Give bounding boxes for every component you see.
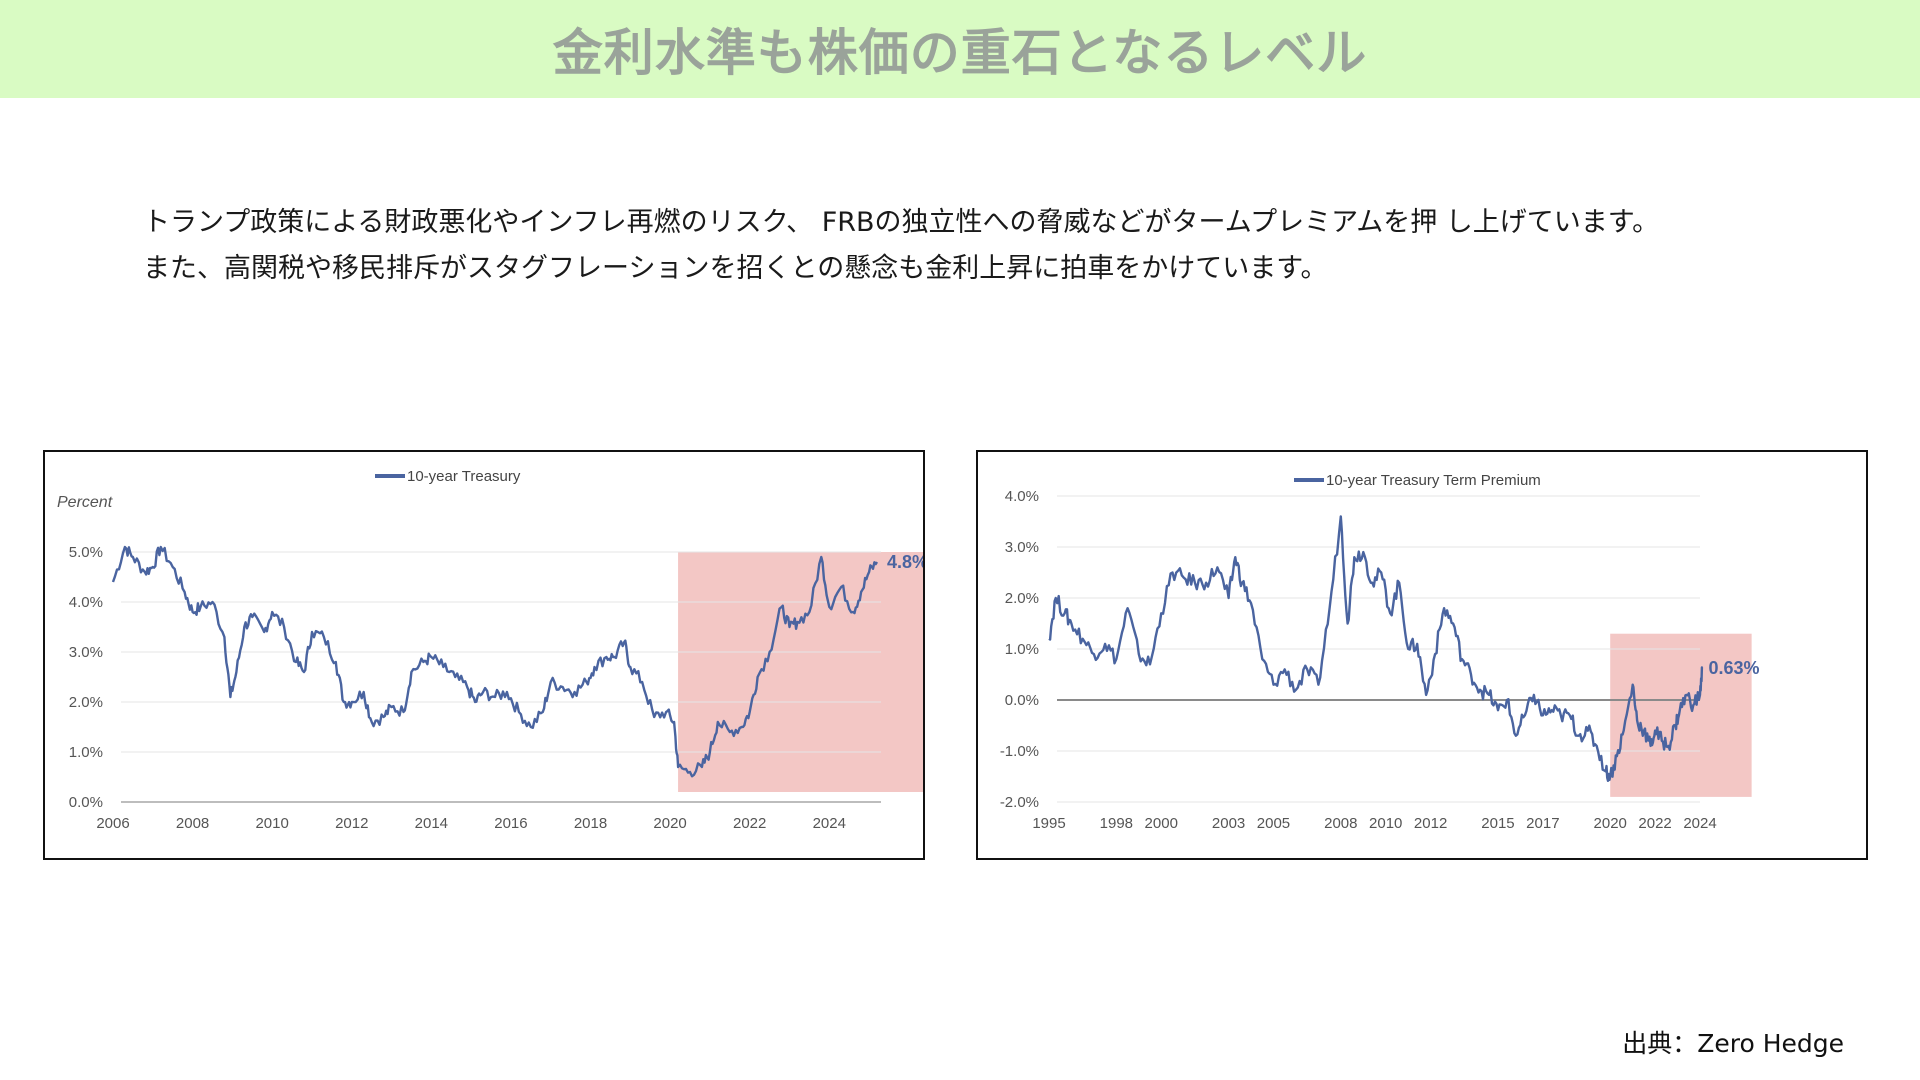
yield-series-line <box>111 545 879 778</box>
yield-y-tick-label: 2.0% <box>69 694 103 711</box>
yield-x-tick-label: 2010 <box>255 815 288 832</box>
yield-x-tick-label: 2014 <box>415 815 448 832</box>
title-banner: 金利水準も株価の重石となるレベル <box>0 0 1920 98</box>
yield-x-tick-label: 2008 <box>176 815 209 832</box>
yield-x-tick-label: 2024 <box>813 815 846 832</box>
yield-x-tick-label: 2006 <box>96 815 129 832</box>
yield-highlight-region <box>678 552 923 792</box>
yield-annotation-label: 4.8% <box>887 552 923 572</box>
premium-x-tick-label: 1995 <box>1032 815 1065 832</box>
premium-x-tick-label: 2003 <box>1212 815 1245 832</box>
premium-y-tick-label: 4.0% <box>1005 488 1039 505</box>
yield-y-tick-label: 1.0% <box>69 744 103 761</box>
premium-x-tick-label: 1998 <box>1100 815 1133 832</box>
description-line-1: トランプ政策による財政悪化やインフレ再燃のリスク、 FRBの独立性への脅威などが… <box>143 207 1660 238</box>
yield-axis-title: Percent <box>57 494 113 511</box>
premium-x-tick-label: 2024 <box>1683 815 1716 832</box>
source-credit: 出典：Zero Hedge <box>1622 1029 1844 1058</box>
premium-x-tick-label: 2010 <box>1369 815 1402 832</box>
yield-x-tick-label: 2012 <box>335 815 368 832</box>
yield-y-tick-label: 0.0% <box>69 794 103 811</box>
premium-y-tick-label: -1.0% <box>1000 743 1039 760</box>
yield-y-tick-label: 4.0% <box>69 594 103 611</box>
premium-series-line <box>1048 515 1704 782</box>
term-premium-chart: -2.0% -1.0% 0.0% 1.0% 2.0% 3.0% 4.0% 1995 1998 20… <box>976 450 1868 860</box>
term-premium-chart-svg: -2.0% -1.0% 0.0% 1.0% 2.0% 3.0% 4.0% 1995 1998 20… <box>1000 472 1760 832</box>
premium-x-tick-label: 2012 <box>1414 815 1447 832</box>
premium-highlight-region <box>1610 633 1752 797</box>
yield-legend-label: 10-year Treasury <box>407 468 521 485</box>
premium-x-tick-label: 2008 <box>1324 815 1357 832</box>
premium-x-tick-label: 2020 <box>1594 815 1627 832</box>
yield-x-tick-label: 2018 <box>574 815 607 832</box>
yield-x-tick-label: 2022 <box>733 815 766 832</box>
description: トランプ政策による財政悪化やインフレ再燃のリスク、 FRBの独立性への脅威などが… <box>143 200 1843 292</box>
yield-x-tick-label: 2016 <box>494 815 527 832</box>
description-line-2: また、高関税や移民排斥がスタグフレーションを招くとの懸念も金利上昇に拍車をかけて… <box>143 253 1328 284</box>
premium-y-tick-label: 3.0% <box>1005 539 1039 556</box>
premium-annotation-label: 0.63% <box>1708 658 1759 678</box>
yield-y-tick-label: 5.0% <box>69 544 103 561</box>
premium-y-tick-label: 1.0% <box>1005 641 1039 658</box>
premium-y-tick-label: -2.0% <box>1000 794 1039 811</box>
premium-y-tick-label: 2.0% <box>1005 590 1039 607</box>
premium-x-tick-label: 2017 <box>1526 815 1559 832</box>
page-title: 金利水準も株価の重石となるレベル <box>552 24 1368 82</box>
premium-legend-label: 10-year Treasury Term Premium <box>1326 472 1541 489</box>
treasury-yield-chart-svg: 0.0% 1.0% 2.0% 3.0% 4.0% 5.0% 2006 2008 2010 2012… <box>57 468 923 832</box>
premium-x-tick-label: 2022 <box>1638 815 1671 832</box>
premium-x-tick-label: 2000 <box>1145 815 1178 832</box>
premium-y-tick-label: 0.0% <box>1005 692 1039 709</box>
yield-x-tick-label: 2020 <box>653 815 686 832</box>
premium-x-tick-label: 2005 <box>1257 815 1290 832</box>
premium-x-tick-label: 2015 <box>1481 815 1514 832</box>
yield-y-tick-label: 3.0% <box>69 644 103 661</box>
treasury-yield-chart: 0.0% 1.0% 2.0% 3.0% 4.0% 5.0% 2006 2008 2010 2012… <box>43 450 925 860</box>
